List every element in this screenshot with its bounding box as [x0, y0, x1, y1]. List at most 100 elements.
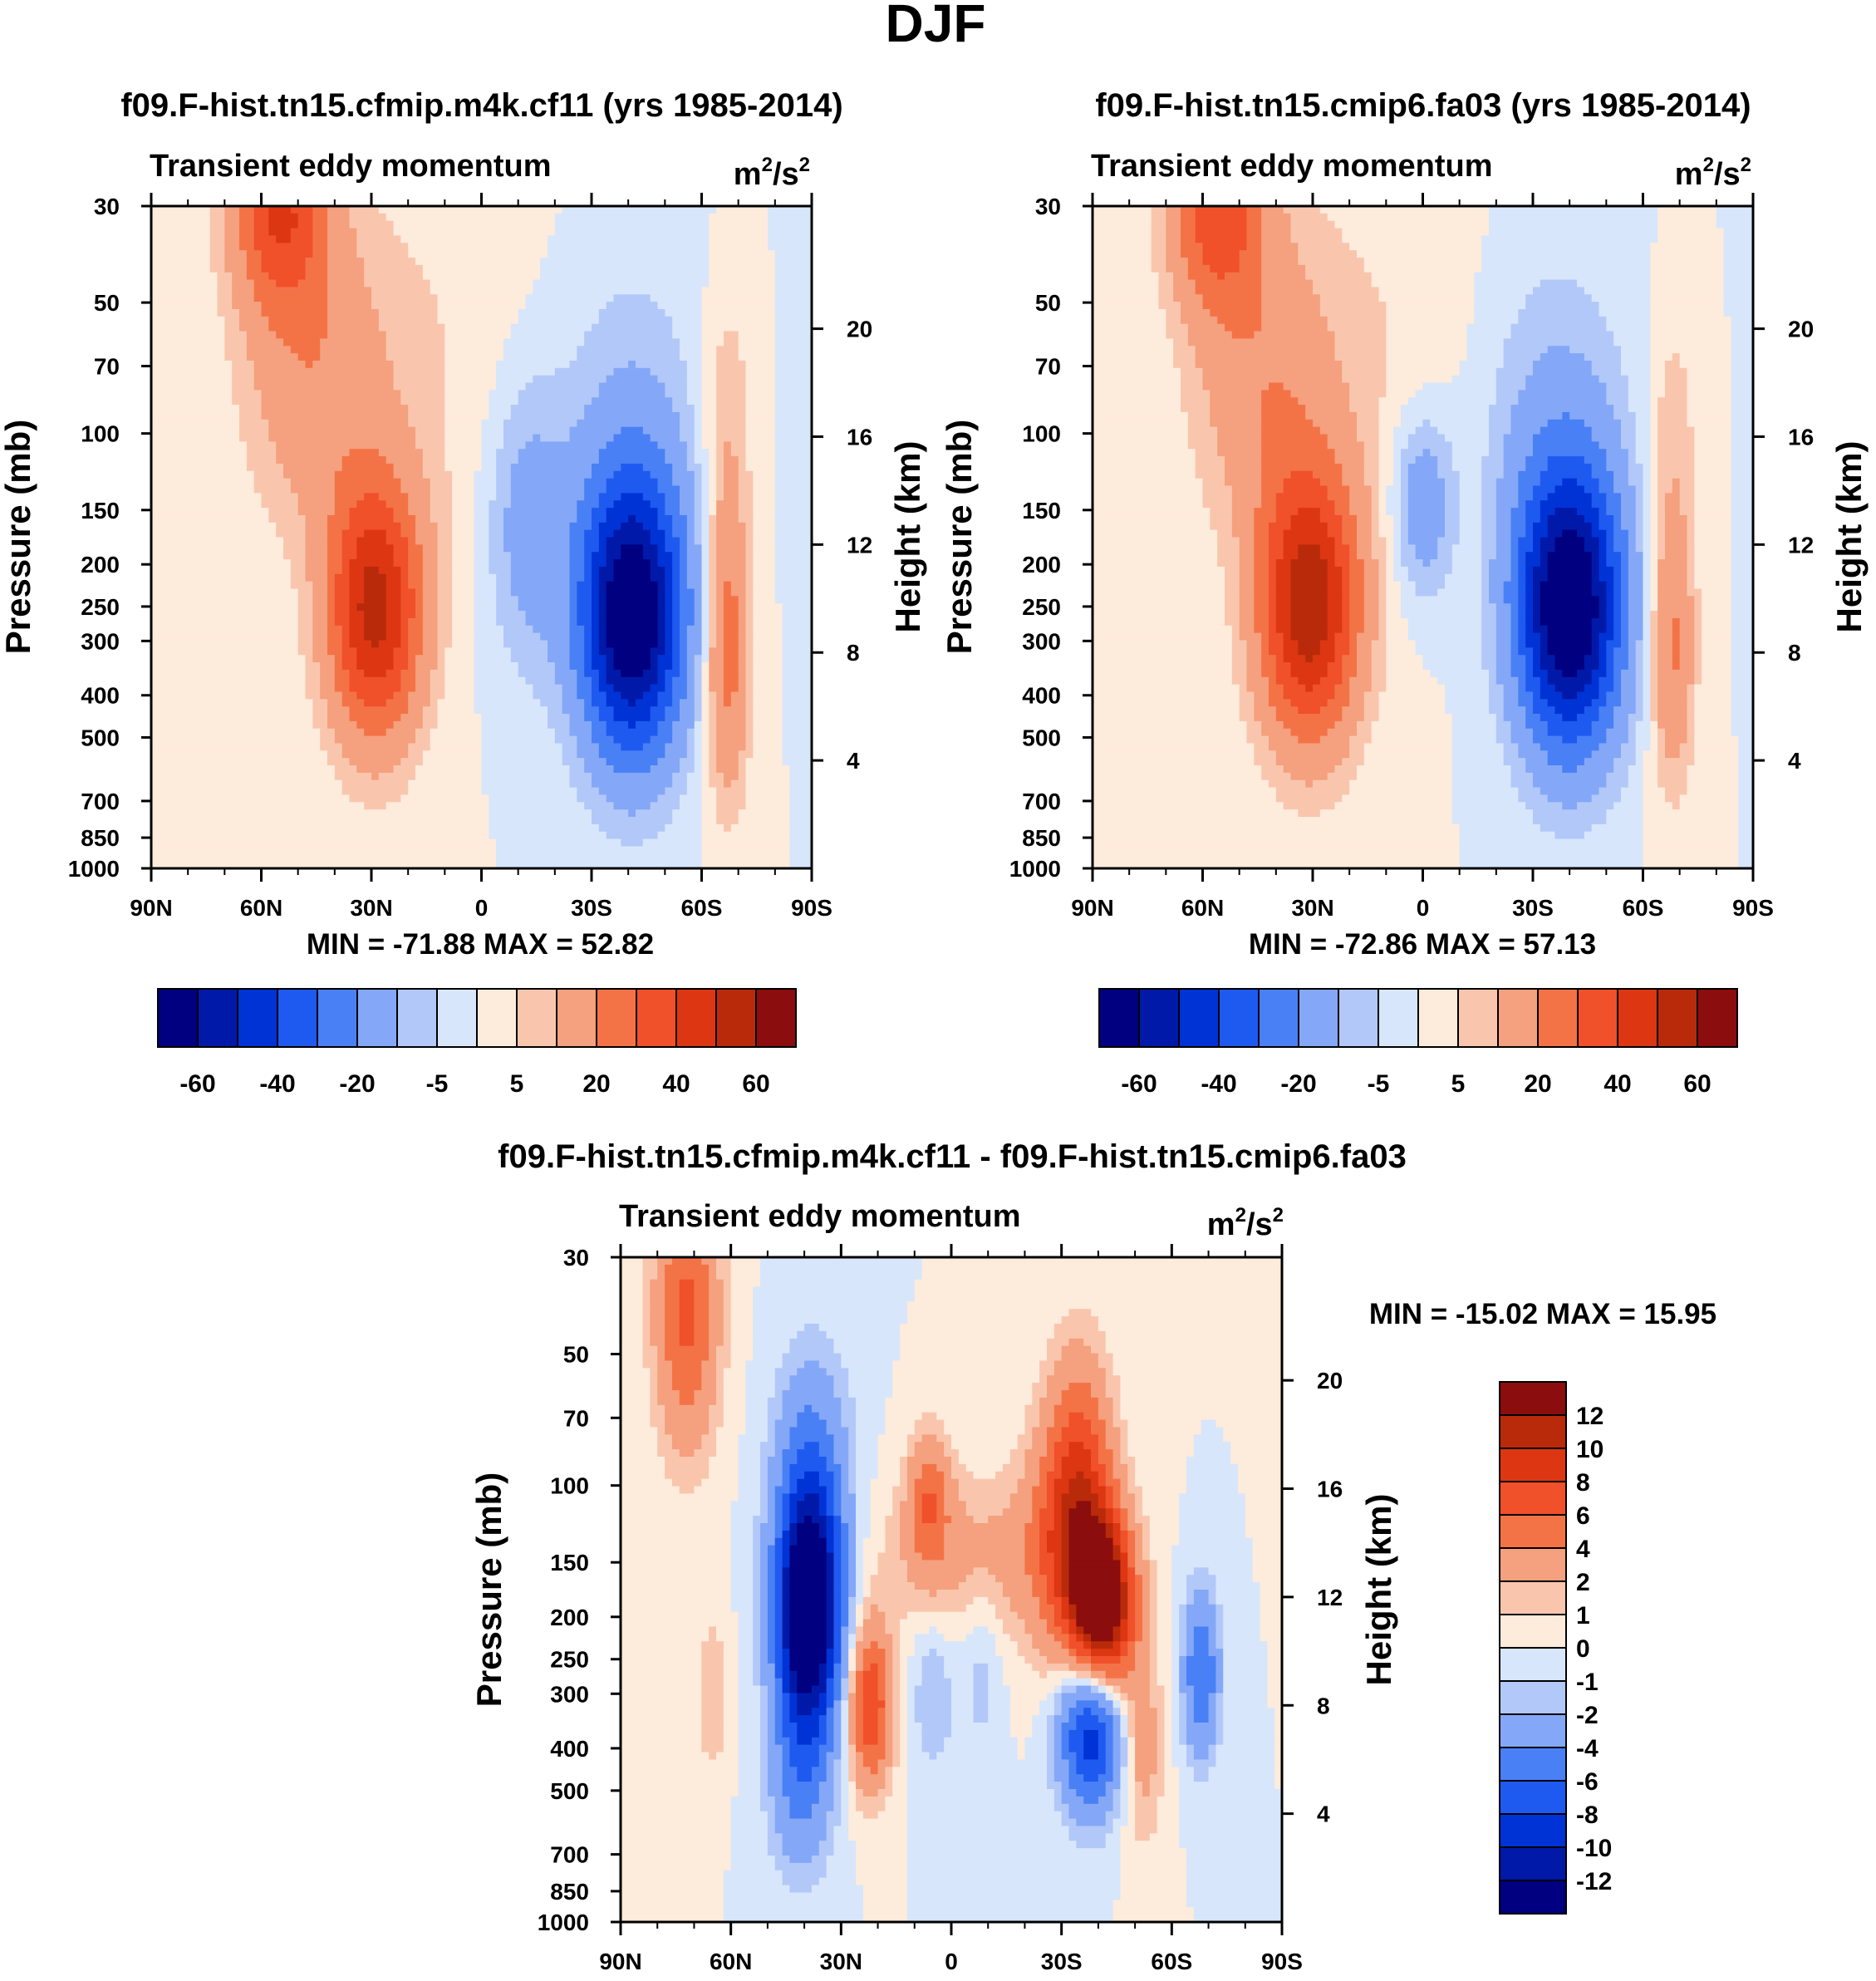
- field-cell: [1606, 544, 1614, 553]
- field-cell: [782, 632, 812, 641]
- field-cell: [621, 1279, 644, 1288]
- field-cell: [1120, 1545, 1128, 1554]
- field-cell: [650, 706, 665, 715]
- field-cell: [1731, 419, 1753, 428]
- field-cell: [349, 220, 395, 229]
- field-cell: [841, 1419, 857, 1428]
- field-cell: [1334, 691, 1350, 700]
- field-cell: [885, 1404, 1026, 1413]
- field-cell: [408, 743, 431, 751]
- field-cell: [686, 382, 703, 391]
- field-cell: [525, 617, 571, 627]
- field-cell: [1665, 375, 1688, 384]
- field-cell: [305, 559, 328, 568]
- field-cell: [1731, 390, 1753, 398]
- field-cell: [1342, 367, 1387, 376]
- field-cell: [1386, 382, 1424, 391]
- field-cell: [782, 1353, 842, 1362]
- field-cell: [789, 1516, 798, 1524]
- field-cell: [1481, 588, 1490, 597]
- field-cell: [1445, 522, 1461, 531]
- field-cell: [1621, 676, 1637, 686]
- field-cell: [1533, 772, 1607, 781]
- field-cell: [1120, 1383, 1282, 1391]
- field-cell: [1466, 338, 1505, 347]
- field-cell: [665, 1419, 710, 1428]
- field-cell: [774, 1442, 791, 1450]
- field-cell: [753, 1604, 761, 1613]
- field-cell: [1357, 765, 1453, 774]
- field-cell: [767, 1596, 776, 1605]
- field-cell: [334, 669, 351, 678]
- field-cell: [1093, 353, 1174, 361]
- field-cell: [642, 1257, 658, 1266]
- field-cell: [1187, 441, 1218, 450]
- field-cell: [818, 1471, 835, 1480]
- field-cell: [246, 250, 263, 258]
- field-cell: [1378, 522, 1394, 531]
- field-cell: [268, 508, 299, 516]
- field-cell: [1091, 1383, 1107, 1391]
- field-cell: [745, 647, 754, 656]
- field-cell: [745, 434, 776, 442]
- field-cell: [1083, 1442, 1099, 1450]
- field-cell: [1635, 662, 1644, 671]
- field-cell: [1327, 662, 1343, 671]
- field-cell: [327, 279, 365, 288]
- field-cell: [1261, 632, 1269, 641]
- x-tick-label: 60S: [1623, 895, 1664, 921]
- field-cell: [724, 617, 739, 627]
- field-cell: [1694, 750, 1739, 759]
- field-cell: [1283, 647, 1299, 656]
- field-cell: [1466, 331, 1512, 339]
- field-cell: [151, 802, 365, 810]
- field-cell: [1239, 706, 1255, 715]
- field-cell: [1093, 485, 1204, 494]
- field-cell: [694, 676, 703, 686]
- field-cell: [650, 1294, 665, 1302]
- field-cell: [686, 544, 703, 553]
- field-cell: [621, 1501, 732, 1509]
- field-cell: [1261, 213, 1292, 222]
- field-cell: [716, 750, 739, 759]
- field-cell: [1371, 684, 1387, 693]
- field-cell: [584, 714, 600, 722]
- field-cell: [804, 1324, 820, 1332]
- field-cell: [209, 257, 225, 266]
- field-cell: [1687, 779, 1739, 789]
- field-cell: [753, 1324, 805, 1332]
- field-cell: [723, 1309, 732, 1317]
- field-cell: [320, 338, 387, 347]
- field-cell: [1606, 817, 1644, 825]
- field-cell: [1275, 493, 1328, 501]
- field-cell: [723, 1419, 746, 1428]
- field-cell: [797, 1537, 828, 1546]
- field-cell: [701, 684, 710, 693]
- field-cell: [1105, 1427, 1122, 1435]
- field-cell: [760, 1279, 916, 1288]
- field-cell: [730, 1345, 754, 1354]
- field-cell: [1591, 676, 1600, 686]
- field-cell: [1142, 1493, 1180, 1502]
- field-cell: [694, 434, 703, 442]
- field-cell: [1371, 552, 1387, 560]
- field-cell: [1327, 213, 1490, 222]
- field-cell: [364, 611, 387, 619]
- field-cell: [1489, 691, 1505, 700]
- field-cell: [283, 537, 307, 545]
- field-cell: [1650, 611, 1658, 619]
- field-cell: [1363, 625, 1380, 634]
- field-cell: [789, 1545, 828, 1554]
- field-cell: [312, 603, 328, 612]
- field-cell: [1489, 411, 1512, 420]
- field-cell: [1613, 537, 1629, 545]
- field-cell: [408, 699, 431, 707]
- field-cell: [261, 264, 307, 273]
- field-cell: [753, 706, 783, 715]
- field-cell: [709, 272, 776, 281]
- field-cell: [1290, 669, 1328, 678]
- field-cell: [1694, 463, 1732, 472]
- field-cell: [1061, 1560, 1070, 1568]
- field-cell: [944, 1530, 1026, 1539]
- field-cell: [1239, 611, 1255, 619]
